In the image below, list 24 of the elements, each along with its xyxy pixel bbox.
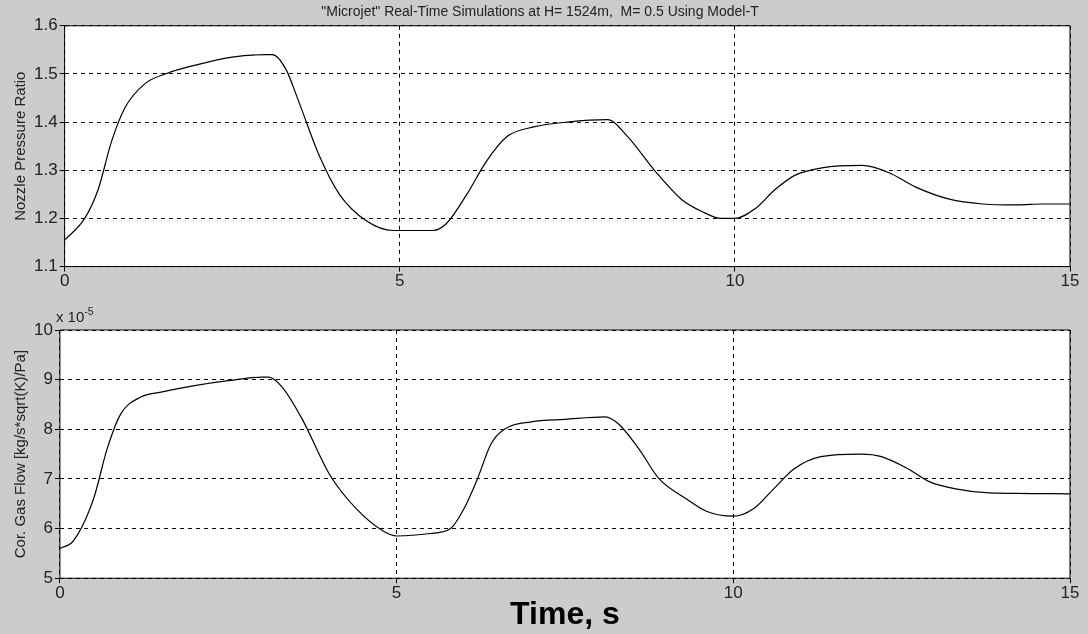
x-axis-title: Time, s [510,594,620,631]
x-tick-label: 10 [725,271,745,291]
y-tick-label: 1.4 [33,111,58,131]
y-tick-label: 9 [43,369,53,389]
y-tick-label: 6 [43,518,53,538]
y-tick-label: 10 [33,319,53,339]
y-tick-label: 1.1 [33,256,58,276]
x-tick-label: 15 [1060,271,1080,291]
y-tick-label: 1.3 [33,159,58,179]
y-axis-title: Cor. Gas Flow [kg/s*sqrt(K)/Pa] [11,349,29,559]
y-tick-label: 1.6 [33,15,58,35]
x-tick-label: 5 [391,583,402,603]
x-tick-label: 0 [59,271,70,291]
y-tick-label: 5 [43,567,53,587]
x-tick-label: 5 [395,271,405,291]
x-tick-label: 10 [723,583,743,603]
y-tick-label: 1.5 [33,63,58,83]
y-tick-label: 7 [43,468,53,488]
y-tick-label: 8 [43,418,53,438]
y-tick-label: 1.2 [33,208,58,228]
chart-title: "Microjet" Real-Time Simulations at H= 1524m, M= 0.5 Using Model-T [321,3,760,20]
x-tick-label: 0 [55,583,65,603]
x-tick-label: 15 [1060,583,1080,603]
y-axis-title: Nozzle Pressure Ratio [11,71,29,221]
